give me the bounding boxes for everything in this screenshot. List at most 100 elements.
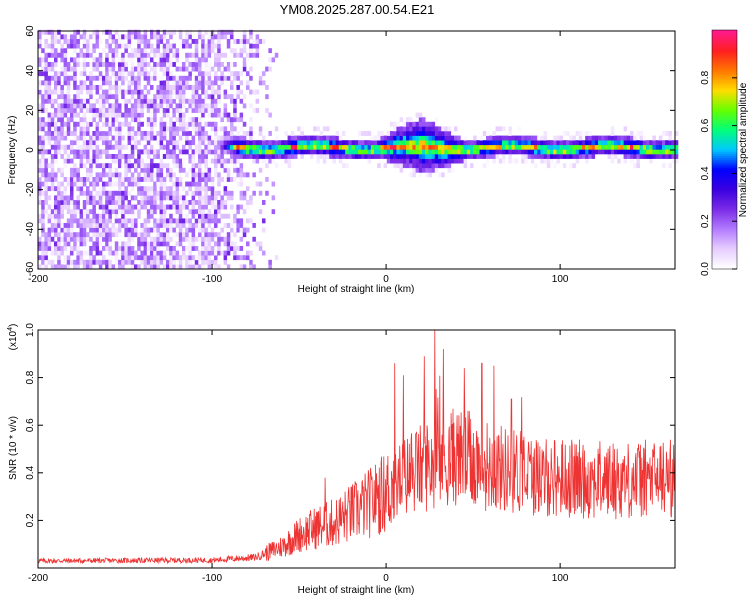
spectrogram-cell xyxy=(335,149,340,155)
spectrogram-cell xyxy=(140,121,144,127)
spectrogram-cell xyxy=(118,246,122,251)
spectrogram-cell xyxy=(121,71,125,77)
spectrogram-cell xyxy=(130,195,135,201)
spectrogram-cell xyxy=(130,126,135,132)
spectrogram-cell xyxy=(95,158,100,164)
spectrogram-cell xyxy=(537,149,541,155)
spectrogram-cell xyxy=(79,121,84,127)
spectrogram-cell xyxy=(530,135,535,141)
spectrogram-cell xyxy=(102,227,106,233)
spectrogram-cell xyxy=(390,149,394,155)
spectrogram-cell xyxy=(146,255,151,261)
spectrogram-cell xyxy=(220,75,224,81)
spectrogram-cell xyxy=(89,264,93,270)
spectrogram-cell xyxy=(610,140,615,146)
spectrogram-cell xyxy=(169,121,173,127)
spectrogram-cell xyxy=(124,186,128,192)
spectrogram-cell xyxy=(351,149,356,155)
spectrogram-cell xyxy=(191,255,196,261)
spectrogram-cell xyxy=(406,121,410,127)
spectrogram-cell xyxy=(108,126,112,132)
spectrogram-cell xyxy=(134,135,138,141)
spectrogram-cell xyxy=(572,144,576,150)
spectrogram-cell xyxy=(166,89,170,95)
spectrogram-cell xyxy=(114,98,119,104)
spectrogram-cell xyxy=(70,75,74,81)
spectrogram-cell xyxy=(428,144,432,150)
spectrogram-cell xyxy=(169,135,173,141)
spectrogram-cell xyxy=(242,29,247,35)
spectrogram-cell xyxy=(393,121,397,127)
spectrogram-cell xyxy=(66,117,71,123)
spectrogram-cell xyxy=(242,172,247,178)
spectrogram-cell xyxy=(214,75,218,81)
spectrogram-cell xyxy=(422,144,426,150)
spectrogram-cell xyxy=(630,135,634,141)
spectrogram-cell xyxy=(358,131,362,136)
spectrogram-cell xyxy=(92,85,96,90)
spectrogram-cell xyxy=(153,218,157,224)
spectrogram-cell xyxy=(348,154,352,159)
spectrogram-cell xyxy=(217,190,221,196)
spectrogram-cell xyxy=(73,29,77,35)
spectrogram-cell xyxy=(140,190,144,196)
spectrogram-cell xyxy=(236,71,240,77)
spectrogram-cell xyxy=(70,181,74,187)
spectrogram-cell xyxy=(172,140,176,146)
spectrogram-cell xyxy=(153,181,157,187)
spectrogram-cell xyxy=(217,48,221,54)
spectrogram-cell xyxy=(329,135,333,141)
spectrogram-cell xyxy=(226,158,231,164)
spectrogram-cell xyxy=(210,186,215,192)
spectrogram-cell xyxy=(236,223,240,228)
spectrogram-cell xyxy=(521,158,525,164)
spectrogram-cell xyxy=(102,103,106,109)
spectrogram-cell xyxy=(54,131,58,136)
spectrogram-cell xyxy=(121,209,125,215)
spectrogram-cell xyxy=(130,57,135,63)
spectrogram-cell xyxy=(169,186,173,192)
spectrogram-cell xyxy=(364,154,368,159)
spectrogram-cell xyxy=(153,227,157,233)
spectrogram-cell xyxy=(214,172,218,178)
spectrogram-cell xyxy=(220,34,224,40)
spectrogram-cell xyxy=(57,190,61,196)
spectrogram-cell xyxy=(57,241,61,247)
spectrogram-cell xyxy=(54,232,58,238)
spectrogram-cell xyxy=(233,241,237,247)
spectrogram-cell xyxy=(191,190,196,196)
spectrogram-cell xyxy=(223,200,228,205)
spectrogram-cell xyxy=(60,52,64,58)
spectrogram-cell xyxy=(239,126,244,132)
spectrogram-cell xyxy=(89,135,93,141)
spectrogram-cell xyxy=(60,223,64,228)
spectrogram-cell xyxy=(223,131,228,136)
spectrogram-cell xyxy=(655,144,660,150)
spectrogram-cell xyxy=(82,39,87,44)
spectrogram-cell xyxy=(79,190,84,196)
spectrogram-cell xyxy=(367,149,372,155)
spectrogram-cell xyxy=(143,227,148,233)
spectrogram-cell xyxy=(204,62,208,67)
spectrogram-cell xyxy=(290,135,295,141)
spectrogram-cell xyxy=(108,190,112,196)
spectrogram-cell xyxy=(178,112,183,118)
spectrogram-cell xyxy=(143,144,148,150)
spectrogram-cell xyxy=(127,108,132,113)
spectrogram-cell xyxy=(92,131,96,136)
spectrogram-cell xyxy=(249,52,253,58)
spectrogram-cell xyxy=(226,167,231,173)
spectrogram-cell xyxy=(105,112,109,118)
spectrogram-cell xyxy=(284,131,288,136)
spectrogram-cell xyxy=(124,241,128,247)
spectrogram-cell xyxy=(223,149,228,155)
spectrogram-cell xyxy=(50,264,55,270)
spectrogram-cell xyxy=(121,250,125,256)
spectrogram-cell xyxy=(201,48,205,54)
spectrogram-cell xyxy=(185,259,189,265)
spectrogram-cell xyxy=(102,117,106,123)
spectrogram-cell xyxy=(198,236,202,242)
colorbar-step xyxy=(712,257,737,260)
colorbar-step xyxy=(712,125,737,128)
spectrogram-cell xyxy=(201,140,205,146)
